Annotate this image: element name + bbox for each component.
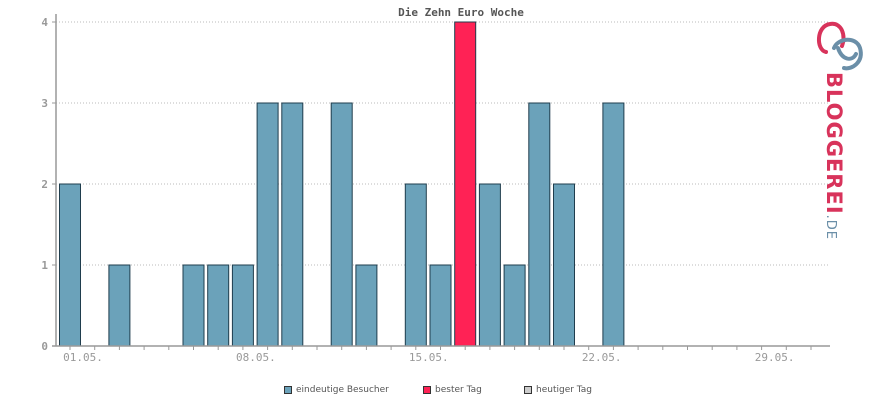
logo-mark-icon	[817, 21, 863, 71]
bloggerei-logo	[812, 18, 868, 218]
chart-legend: eindeutige Besucher bester Tag heutiger …	[0, 385, 870, 399]
legend-item-best-day: bester Tag	[423, 385, 482, 395]
legend-item-visitors: eindeutige Besucher	[284, 385, 389, 395]
y-tick-label: 1	[41, 259, 48, 272]
bars	[59, 21, 625, 347]
legend-swatch-visitors	[284, 386, 292, 394]
bar	[207, 264, 230, 347]
bar	[503, 264, 526, 347]
legend-label: eindeutige Besucher	[296, 385, 389, 395]
y-tick-label: 0	[41, 340, 48, 353]
bar-best-day	[454, 21, 477, 347]
x-tick-label: 01.05.	[63, 351, 103, 364]
logo-wordmark: BLOGGEREI.DE	[822, 72, 846, 240]
bar	[59, 183, 81, 347]
bar	[231, 264, 254, 347]
x-tick-label: 29.05.	[755, 351, 795, 364]
y-tick-label: 2	[41, 178, 48, 191]
bar	[404, 183, 427, 347]
bar	[553, 183, 575, 347]
bar	[355, 264, 378, 347]
bar	[330, 102, 353, 347]
x-tick-label: 15.05.	[409, 351, 449, 364]
legend-label: heutiger Tag	[536, 385, 593, 395]
legend-label: bester Tag	[435, 385, 482, 395]
legend-swatch-best-day	[423, 386, 431, 394]
x-tick-label: 08.05.	[236, 351, 276, 364]
x-tick-label: 22.05.	[582, 351, 622, 364]
bar	[256, 102, 279, 347]
y-tick-label: 4	[41, 16, 48, 29]
bar	[182, 264, 205, 347]
y-tick-label: 3	[41, 97, 48, 110]
bar	[602, 102, 625, 347]
bar	[528, 102, 551, 347]
bar	[108, 264, 131, 347]
bar	[478, 183, 501, 347]
legend-swatch-today	[524, 386, 532, 394]
bar	[429, 264, 452, 347]
y-tick-labels: 0 1 2 3 4	[41, 16, 48, 353]
logo-name: BLOGGEREI	[822, 72, 846, 215]
logo-tld: .DE	[823, 214, 838, 240]
bar	[281, 102, 304, 347]
gridlines	[56, 21, 830, 266]
x-tick-labels: 01.05. 08.05. 15.05. 22.05. 29.05.	[63, 351, 794, 364]
axes	[52, 14, 830, 350]
chart-title: Die Zehn Euro Woche	[398, 6, 524, 19]
legend-item-today: heutiger Tag	[524, 385, 592, 395]
